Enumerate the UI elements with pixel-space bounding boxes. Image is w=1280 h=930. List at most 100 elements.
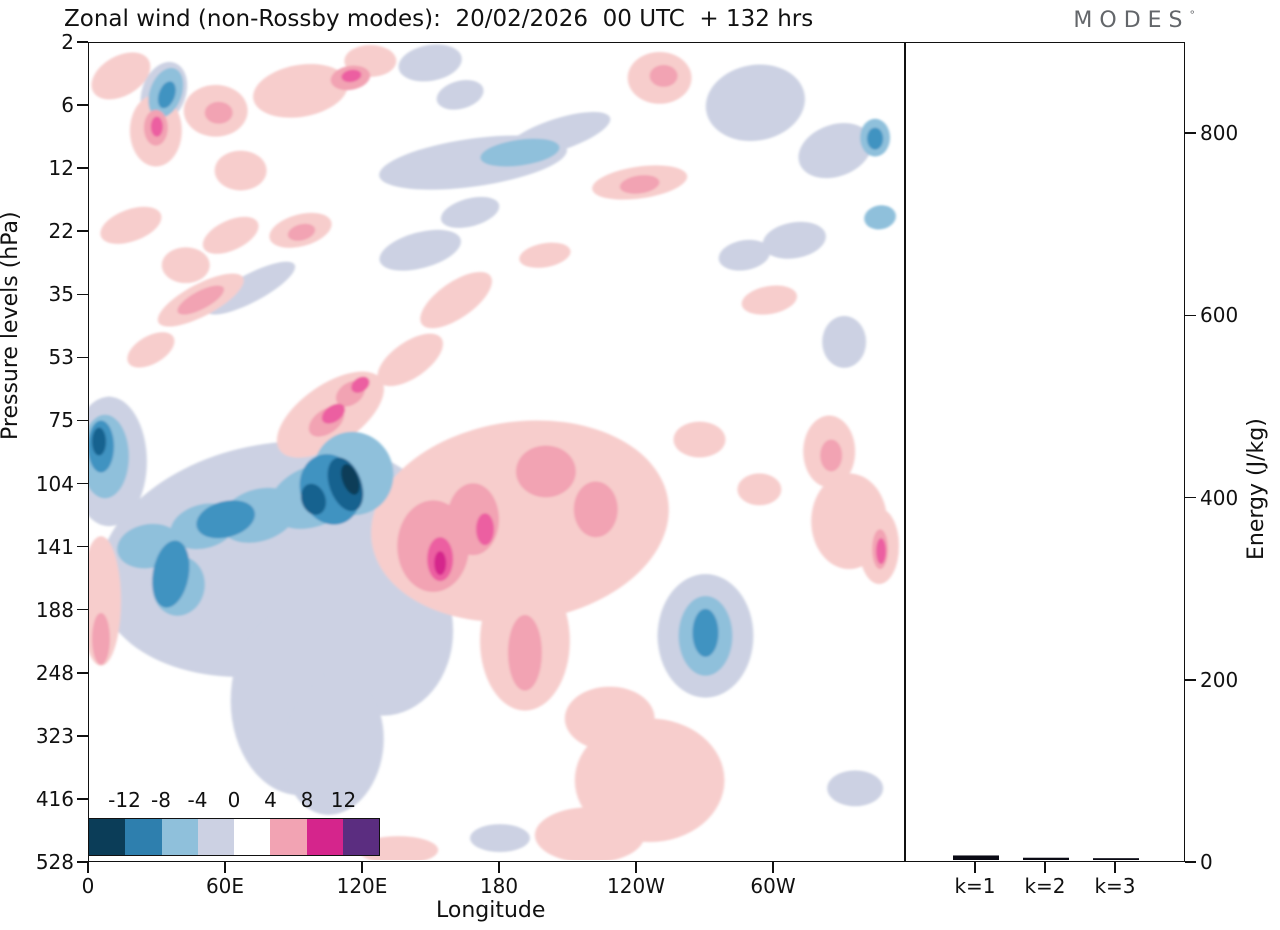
contour-blob xyxy=(214,150,267,191)
tick-label: 120E xyxy=(336,874,388,898)
colorbar-segment xyxy=(197,819,234,855)
contour-blob xyxy=(480,138,560,167)
contour-blob xyxy=(476,513,495,546)
contour-blob xyxy=(379,229,461,271)
tick-label: k=2 xyxy=(1024,874,1066,898)
tick-mark xyxy=(87,862,89,873)
tick-mark xyxy=(77,293,88,296)
contour-blob xyxy=(741,285,797,315)
tick-mark xyxy=(77,735,88,737)
contour-blob xyxy=(377,333,443,387)
colorbar-tick-label: 0 xyxy=(227,788,241,812)
contour-blob xyxy=(91,52,151,100)
contour-blob xyxy=(196,500,255,539)
contour-blob xyxy=(519,242,571,268)
tick-label: 528 xyxy=(35,850,74,874)
tick-label: k=1 xyxy=(954,874,996,898)
tick-label: 180 xyxy=(479,874,519,898)
contour-blob xyxy=(100,206,162,244)
tick-label: 188 xyxy=(35,597,74,622)
tick-mark xyxy=(1185,496,1196,499)
colorbar-tick-label: -12 xyxy=(108,788,141,812)
tick-mark xyxy=(77,356,88,359)
contour-blob xyxy=(321,403,345,424)
tick-mark xyxy=(361,862,363,873)
contour-blob xyxy=(202,216,259,254)
contour-blob xyxy=(515,445,576,498)
tick-label: 248 xyxy=(35,660,74,685)
contour-blob xyxy=(341,464,360,495)
panel-divider xyxy=(904,43,906,861)
contour-blob xyxy=(440,196,500,228)
tick-label: 12 xyxy=(48,156,74,181)
colorbar-segment xyxy=(125,819,162,855)
tick-mark xyxy=(224,862,226,873)
tick-mark xyxy=(1185,678,1196,681)
contour-blob xyxy=(351,376,370,393)
colorbar-segment xyxy=(270,819,307,855)
colorbar-tick-label: 12 xyxy=(330,788,357,812)
colorbar-tick-label: -8 xyxy=(151,788,171,812)
contour-blob xyxy=(798,123,872,179)
tick-mark xyxy=(77,419,88,422)
tick-mark xyxy=(498,862,500,873)
contour-blob xyxy=(619,175,660,194)
tick-mark xyxy=(77,230,88,233)
energy-axis-label: Energy (J/kg) xyxy=(1244,418,1269,560)
contour-blob xyxy=(534,807,645,860)
tick-label: 600 xyxy=(1200,303,1239,328)
tick-label: 2 xyxy=(61,30,74,54)
contour-blob xyxy=(150,116,163,137)
tick-mark xyxy=(77,104,88,106)
contour-blob xyxy=(573,481,618,538)
tick-mark xyxy=(1044,862,1046,873)
contour-blob xyxy=(253,63,348,118)
contour-blob xyxy=(152,540,190,608)
tick-label: 0 xyxy=(81,874,95,898)
tick-label: 35 xyxy=(48,282,74,307)
contour-blob xyxy=(283,676,384,815)
energy-bar xyxy=(953,855,999,860)
energy-bars-panel xyxy=(953,855,1139,860)
tick-label: k=3 xyxy=(1094,874,1136,898)
tick-label: 104 xyxy=(35,471,74,496)
chart-title: Zonal wind (non-Rossby modes): 20/02/202… xyxy=(64,6,814,32)
modes-logo: MODES° xyxy=(1050,8,1195,33)
tick-mark xyxy=(77,545,88,548)
contour-blob xyxy=(341,69,362,83)
contour-blob xyxy=(827,770,884,807)
modes-logo-degree-icon: ° xyxy=(1189,8,1196,22)
contour-blob xyxy=(206,261,296,315)
tick-label: 323 xyxy=(35,723,74,748)
contour-blob xyxy=(127,332,175,368)
tick-mark xyxy=(1185,132,1196,134)
contour-blob xyxy=(718,239,771,271)
tick-mark xyxy=(772,862,774,873)
contour-blob xyxy=(300,483,326,515)
tick-mark xyxy=(1185,314,1196,317)
contour-blob xyxy=(507,614,542,691)
tick-label: 22 xyxy=(48,219,74,244)
tick-mark xyxy=(77,608,88,611)
contour-blob xyxy=(822,315,867,368)
contour-blob xyxy=(91,427,106,456)
colorbar-segment xyxy=(234,819,271,855)
tick-label: 6 xyxy=(61,93,74,118)
x-axis-label: Longitude xyxy=(436,898,546,923)
contour-blob xyxy=(434,551,447,576)
contour-blob xyxy=(204,101,233,124)
tick-label: 53 xyxy=(48,345,74,370)
contour-blob xyxy=(564,686,655,751)
contour-blob xyxy=(705,64,805,142)
tick-mark xyxy=(77,861,88,863)
tick-mark xyxy=(77,167,88,169)
tick-mark xyxy=(1185,861,1196,863)
contour-blob xyxy=(876,538,887,565)
colorbar-tick-label: 8 xyxy=(300,788,314,812)
tick-mark xyxy=(77,671,88,674)
energy-bar xyxy=(1023,857,1069,860)
tick-mark xyxy=(77,41,88,43)
contour-field xyxy=(89,44,900,860)
colorbar: -12 -8 -4 0 4 8 12 xyxy=(88,786,380,858)
tick-label: 75 xyxy=(48,408,74,433)
